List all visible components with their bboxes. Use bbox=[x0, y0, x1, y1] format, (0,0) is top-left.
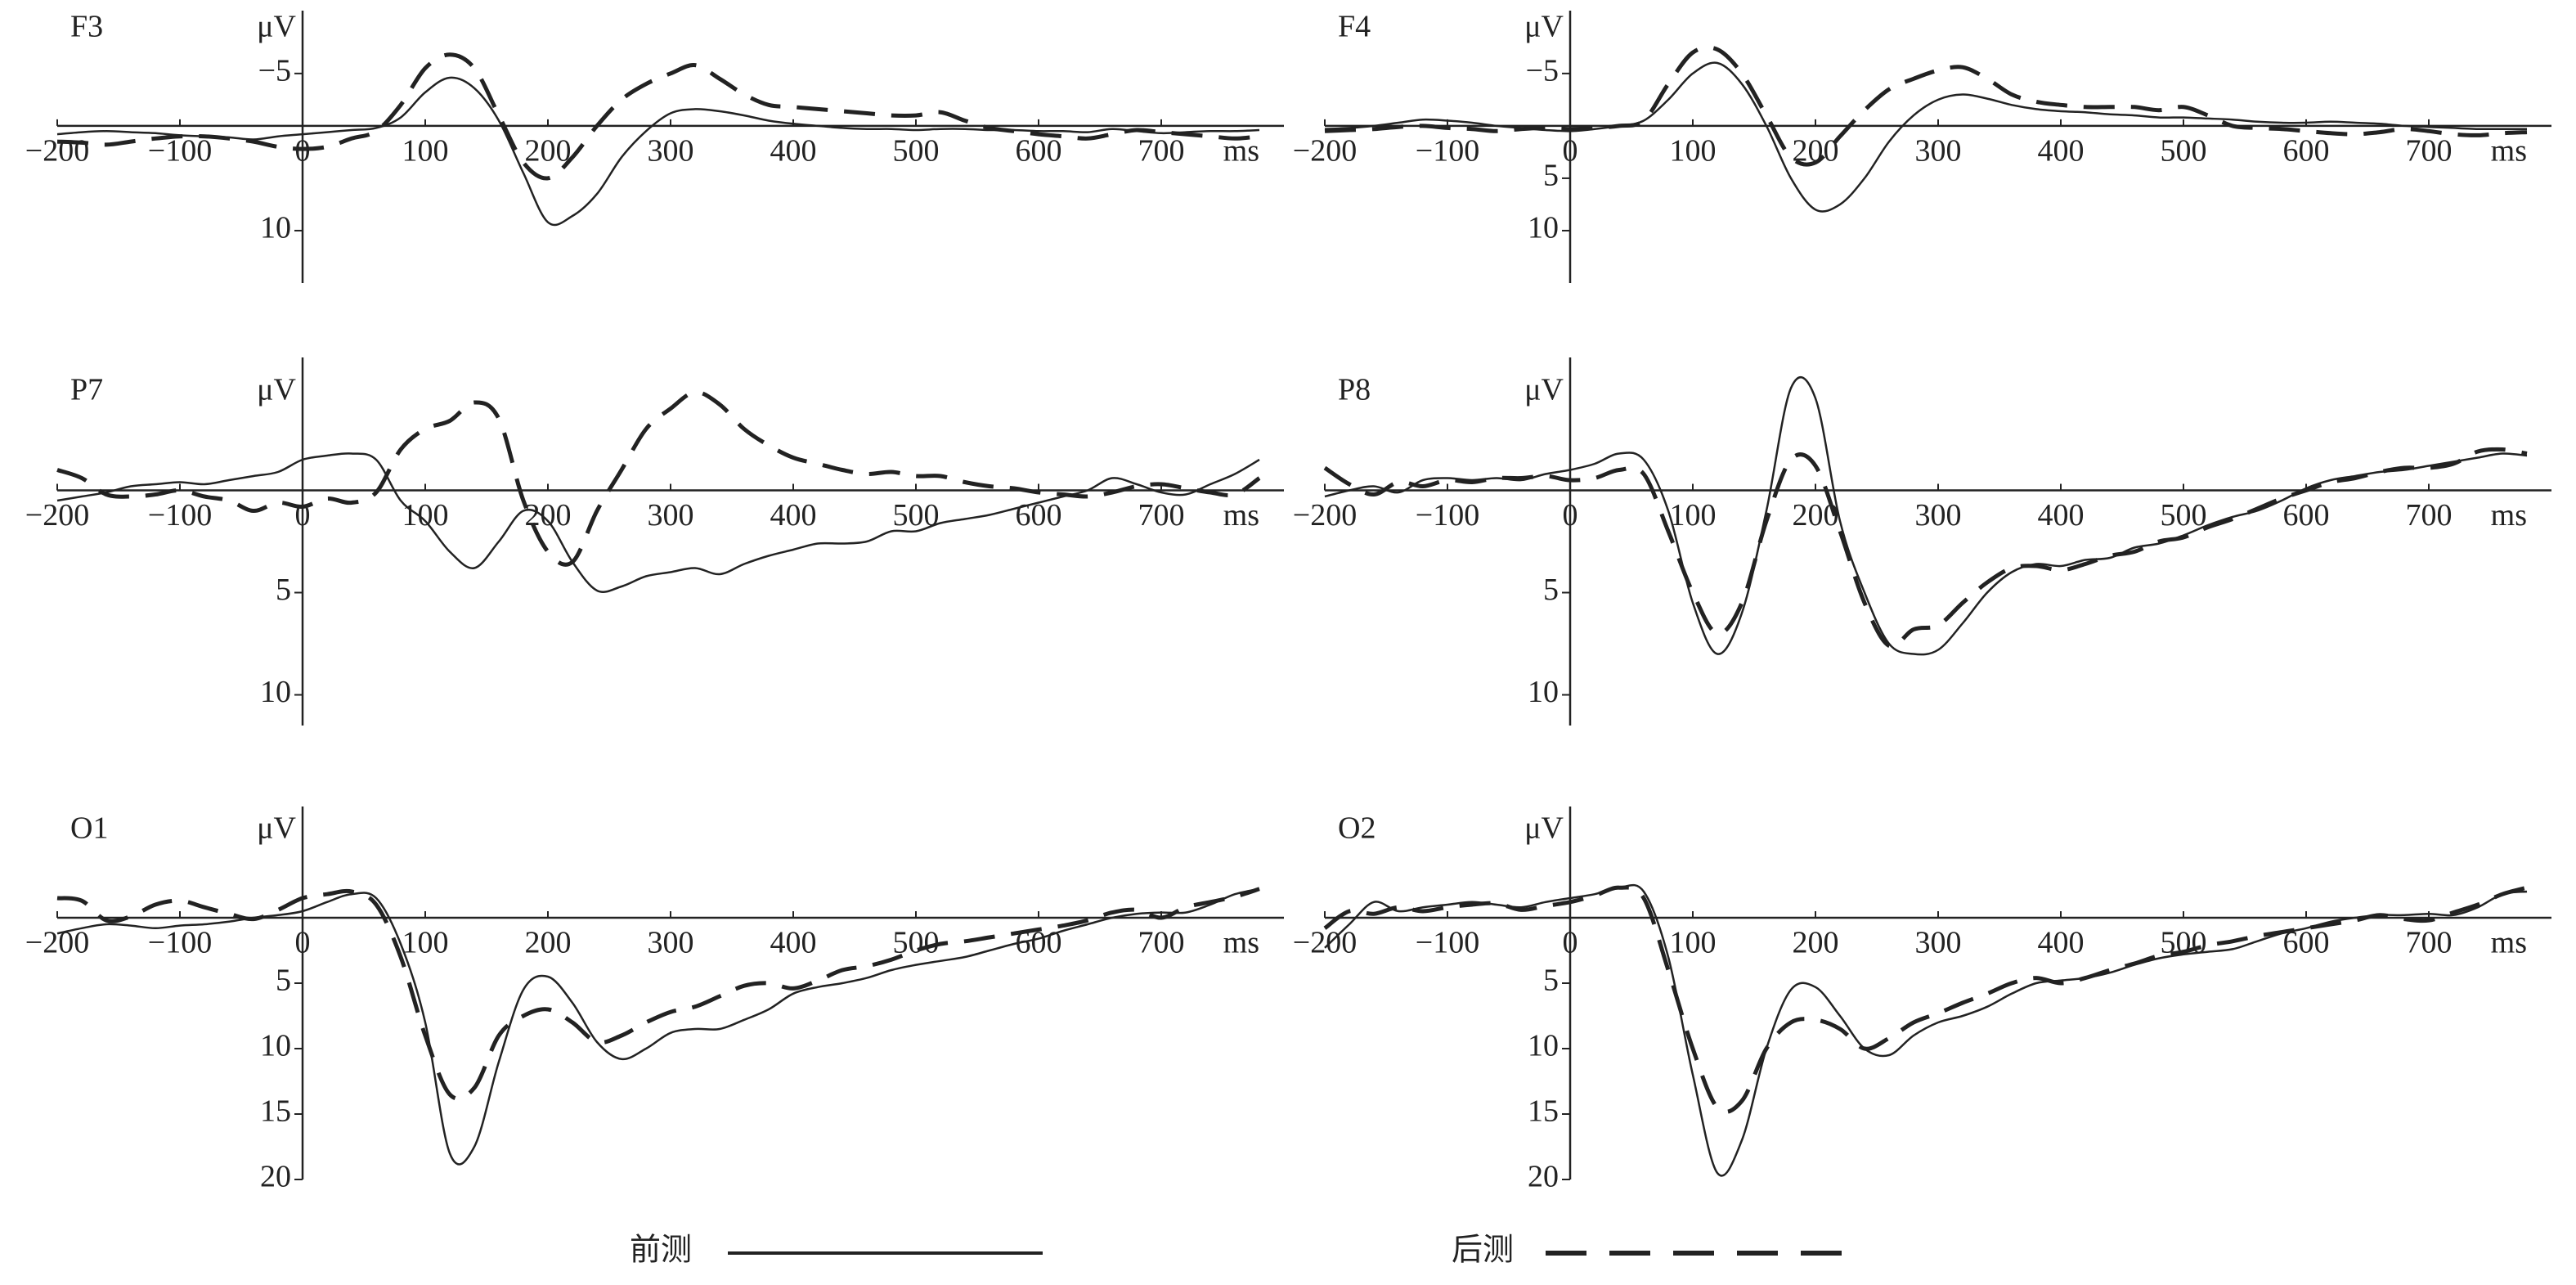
x-axis-label: ms bbox=[2491, 926, 2527, 960]
y-tick-label: 5 bbox=[276, 964, 291, 998]
x-tick-label: 700 bbox=[2406, 134, 2453, 168]
x-tick-label: 0 bbox=[1563, 926, 1578, 960]
legend-label: 后测 bbox=[1452, 1233, 1514, 1268]
panel-title: F4 bbox=[1338, 10, 1371, 44]
y-tick-label: 10 bbox=[1528, 211, 1559, 245]
x-tick-label: 100 bbox=[1670, 498, 1717, 532]
x-tick-label: 300 bbox=[648, 134, 694, 168]
panel-title: O1 bbox=[70, 811, 108, 846]
x-tick-label: 400 bbox=[770, 926, 817, 960]
series-line bbox=[1323, 447, 2528, 649]
x-tick-label: 300 bbox=[1915, 498, 1962, 532]
panel-title: F3 bbox=[70, 10, 103, 44]
x-tick-label: −100 bbox=[1416, 498, 1479, 532]
x-tick-label: 400 bbox=[2038, 498, 2085, 532]
series-line bbox=[56, 76, 1260, 227]
x-tick-label: −100 bbox=[1416, 926, 1479, 960]
x-tick-label: 100 bbox=[402, 498, 449, 532]
x-tick-label: 400 bbox=[2038, 926, 2085, 960]
x-tick-label: 600 bbox=[2283, 498, 2330, 532]
y-tick-label: 5 bbox=[1543, 964, 1559, 998]
y-tick-label: 20 bbox=[260, 1160, 291, 1194]
x-tick-label: 500 bbox=[893, 498, 940, 532]
x-tick-label: 700 bbox=[1138, 498, 1185, 532]
x-tick-label: −200 bbox=[25, 134, 89, 168]
x-axis-label: ms bbox=[1223, 926, 1259, 960]
x-tick-label: −100 bbox=[148, 498, 212, 532]
y-tick-label: 10 bbox=[1528, 1029, 1559, 1063]
x-tick-label: 500 bbox=[2161, 134, 2207, 168]
x-tick-label: 300 bbox=[1915, 134, 1962, 168]
series-line bbox=[56, 389, 1261, 567]
y-tick-label: 5 bbox=[276, 573, 291, 607]
y-axis-label: μV bbox=[1524, 10, 1564, 44]
x-tick-label: 500 bbox=[2161, 498, 2207, 532]
x-tick-label: −200 bbox=[25, 926, 89, 960]
x-tick-label: 300 bbox=[648, 926, 694, 960]
y-tick-label: 10 bbox=[1528, 675, 1559, 709]
x-tick-label: 200 bbox=[525, 134, 572, 168]
x-axis-label: ms bbox=[2491, 134, 2527, 168]
x-tick-label: 200 bbox=[525, 926, 572, 960]
x-tick-label: 0 bbox=[295, 134, 311, 168]
series-line bbox=[56, 887, 1260, 1101]
x-tick-label: 500 bbox=[893, 134, 940, 168]
x-axis-label: ms bbox=[2491, 498, 2527, 532]
series-line bbox=[1323, 885, 2528, 1114]
x-tick-label: 200 bbox=[525, 498, 572, 532]
y-tick-label: 15 bbox=[1528, 1094, 1559, 1129]
x-tick-label: 200 bbox=[1793, 926, 1839, 960]
x-tick-label: 100 bbox=[402, 926, 449, 960]
x-tick-label: −200 bbox=[1293, 134, 1357, 168]
x-axis-label: ms bbox=[1223, 498, 1259, 532]
y-tick-label: −5 bbox=[1526, 54, 1559, 88]
x-tick-label: 300 bbox=[648, 498, 694, 532]
x-tick-label: 0 bbox=[295, 926, 311, 960]
x-tick-label: 700 bbox=[2406, 498, 2453, 532]
x-tick-label: 400 bbox=[770, 134, 817, 168]
y-axis-label: μV bbox=[257, 373, 296, 407]
y-axis-label: μV bbox=[257, 811, 296, 846]
series-line bbox=[1324, 376, 2528, 656]
panel-title: P7 bbox=[70, 373, 103, 407]
x-tick-label: 100 bbox=[1670, 134, 1717, 168]
x-tick-label: 100 bbox=[402, 134, 449, 168]
panel-title: P8 bbox=[1338, 373, 1371, 407]
y-tick-label: −5 bbox=[258, 54, 291, 88]
y-tick-label: 10 bbox=[260, 675, 291, 709]
y-tick-label: 20 bbox=[1528, 1160, 1559, 1194]
x-tick-label: −200 bbox=[1293, 498, 1357, 532]
x-tick-label: 700 bbox=[1138, 926, 1185, 960]
x-tick-label: 700 bbox=[2406, 926, 2453, 960]
x-tick-label: 700 bbox=[1138, 134, 1185, 168]
legend-label: 前测 bbox=[630, 1233, 692, 1268]
series-line bbox=[56, 452, 1260, 593]
x-tick-label: 0 bbox=[1563, 134, 1578, 168]
y-axis-label: μV bbox=[1524, 373, 1564, 407]
y-tick-label: 10 bbox=[260, 1029, 291, 1063]
x-tick-label: −100 bbox=[1416, 134, 1479, 168]
y-tick-label: 5 bbox=[1543, 159, 1559, 193]
panel-title: O2 bbox=[1338, 811, 1376, 846]
y-tick-label: 15 bbox=[260, 1094, 291, 1129]
series-line bbox=[56, 52, 1260, 181]
x-tick-label: 400 bbox=[770, 498, 817, 532]
x-tick-label: −200 bbox=[25, 498, 89, 532]
x-tick-label: 600 bbox=[1016, 498, 1062, 532]
x-tick-label: 0 bbox=[1563, 498, 1578, 532]
x-tick-label: 100 bbox=[1670, 926, 1717, 960]
y-tick-label: 5 bbox=[1543, 573, 1559, 607]
x-tick-label: 600 bbox=[1016, 134, 1062, 168]
y-axis-label: μV bbox=[1524, 811, 1564, 846]
y-axis-label: μV bbox=[257, 10, 296, 44]
x-tick-label: 300 bbox=[1915, 926, 1962, 960]
y-tick-label: 10 bbox=[260, 211, 291, 245]
series-line bbox=[1324, 45, 2528, 167]
x-tick-label: 600 bbox=[2283, 134, 2330, 168]
x-tick-label: −200 bbox=[1293, 926, 1357, 960]
x-tick-label: 400 bbox=[2038, 134, 2085, 168]
x-tick-label: −100 bbox=[148, 926, 212, 960]
